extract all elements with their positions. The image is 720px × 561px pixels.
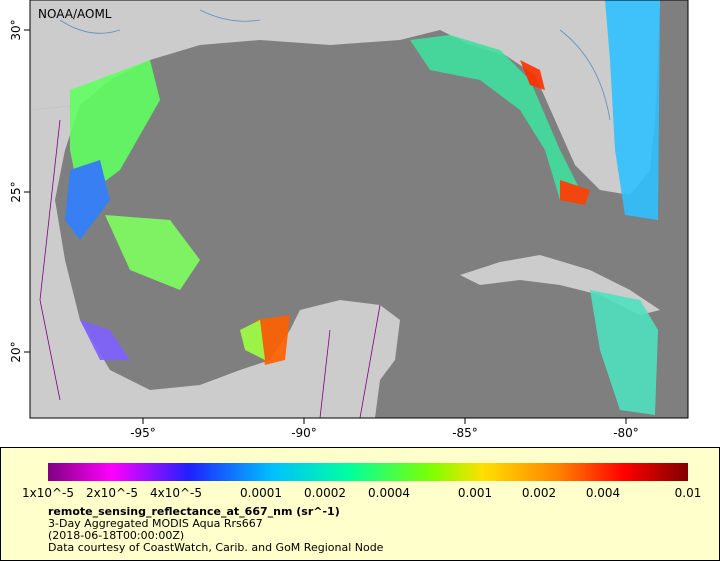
lon-label: -90° [291,426,317,440]
colorbar-tick-label: 0.001 [458,486,492,500]
colorbar-tick-label: 0.0004 [368,486,410,500]
legend: 1x10^-5 2x10^-5 4x10^-5 0.0001 0.0002 0.0004 0… [22,486,701,500]
lat-label: 25° [9,181,23,202]
colorbar-tick-label: 2x10^-5 [86,486,138,500]
colorbar-tick-label: 0.01 [675,486,702,500]
map-frame [29,0,689,419]
colorbar-tick-label: 1x10^-5 [22,486,74,500]
colorbar-tick-label: 0.002 [522,486,556,500]
lat-label: 20° [9,341,23,362]
lon-label: -85° [452,426,478,440]
borders [39,119,381,418]
legend-line: (2018-06-18T00:00:00Z) [48,529,184,542]
colorbar-tick-label: 0.0002 [304,486,346,500]
map-area: NOAA/AOML [30,0,688,418]
colorbar-tick-label: 0.0001 [240,486,282,500]
lon-label: -80° [613,426,639,440]
rivers [59,9,611,121]
colorbar [48,463,688,481]
legend-line: Data courtesy of CoastWatch, Carib. and … [48,541,384,554]
land-mexico [30,105,400,418]
axes: 30° 25° 20° -95° -90° -85° -80° [9,19,639,440]
legend-line: 3-Day Aggregated MODIS Aqua Rrs667 [48,517,263,530]
colorbar-tick-label: 0.004 [586,486,620,500]
data-patches [65,0,660,415]
lat-label: 30° [9,19,23,40]
land-north [30,0,660,195]
legend-title: remote_sensing_reflectance_at_667_nm (sr… [48,505,340,518]
colorbar-tick-label: 4x10^-5 [150,486,202,500]
lon-label: -95° [130,426,156,440]
credit: NOAA/AOML [38,7,112,21]
